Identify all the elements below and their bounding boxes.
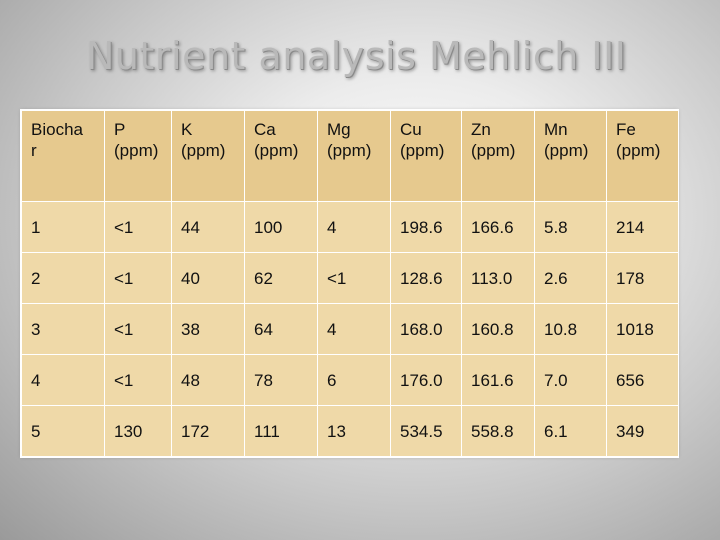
header-cell: Zn (ppm): [461, 110, 535, 202]
table-cell: 176.0: [390, 354, 462, 406]
table-cell: 48: [171, 354, 245, 406]
table-cell: 13: [317, 405, 391, 457]
table-cell: 172: [171, 405, 245, 457]
table-cell: 656: [606, 354, 679, 406]
header-cell: K (ppm): [171, 110, 245, 202]
table-cell: 113.0: [461, 252, 535, 304]
table-cell: 6: [317, 354, 391, 406]
table-cell: <1: [104, 303, 172, 355]
header-cell: Mg (ppm): [317, 110, 391, 202]
nutrient-table: Biocha r P (ppm) K (ppm) Ca (ppm) Mg (ppm) Cu…: [21, 110, 679, 457]
table-cell: 3: [21, 303, 105, 355]
table-cell: 111: [244, 405, 318, 457]
table-cell: 166.6: [461, 201, 535, 253]
table-cell: 64: [244, 303, 318, 355]
table-cell: 558.8: [461, 405, 535, 457]
table-cell: <1: [104, 252, 172, 304]
table-cell: 7.0: [534, 354, 607, 406]
header-cell: P (ppm): [104, 110, 172, 202]
table-cell: 4: [317, 201, 391, 253]
header-cell: Biocha r: [21, 110, 105, 202]
header-cell: Fe (ppm): [606, 110, 679, 202]
table-header-row: Biocha r P (ppm) K (ppm) Ca (ppm) Mg (ppm) Cu…: [21, 110, 679, 202]
table-cell: 5: [21, 405, 105, 457]
table-cell: 4: [21, 354, 105, 406]
table-cell: 128.6: [390, 252, 462, 304]
header-cell: Mn (ppm): [534, 110, 607, 202]
table-cell: 40: [171, 252, 245, 304]
table-cell: 1: [21, 201, 105, 253]
table-cell: 6.1: [534, 405, 607, 457]
table-cell: 2: [21, 252, 105, 304]
nutrient-table-container: Biocha r P (ppm) K (ppm) Ca (ppm) Mg (ppm) Cu…: [21, 110, 679, 457]
table-cell: 1018: [606, 303, 679, 355]
table-row: 3 <1 38 64 4 168.0 160.8 10.8 1018: [21, 303, 679, 355]
table-cell: 10.8: [534, 303, 607, 355]
table-row: 5 130 172 111 13 534.5 558.8 6.1 349: [21, 405, 679, 457]
page-title: Nutrient analysis Mehlich III: [86, 34, 627, 78]
table-cell: 44: [171, 201, 245, 253]
table-cell: 62: [244, 252, 318, 304]
header-cell: Ca (ppm): [244, 110, 318, 202]
table-cell: 130: [104, 405, 172, 457]
table-cell: <1: [104, 354, 172, 406]
table-cell: 534.5: [390, 405, 462, 457]
table-cell: 198.6: [390, 201, 462, 253]
table-cell: 38: [171, 303, 245, 355]
table-cell: 100: [244, 201, 318, 253]
table-cell: 178: [606, 252, 679, 304]
table-row: 1 <1 44 100 4 198.6 166.6 5.8 214: [21, 201, 679, 253]
table-row: 2 <1 40 62 <1 128.6 113.0 2.6 178: [21, 252, 679, 304]
table-cell: 168.0: [390, 303, 462, 355]
table-cell: 5.8: [534, 201, 607, 253]
table-cell: 2.6: [534, 252, 607, 304]
header-cell: Cu (ppm): [390, 110, 462, 202]
table-row: 4 <1 48 78 6 176.0 161.6 7.0 656: [21, 354, 679, 406]
table-cell: <1: [317, 252, 391, 304]
table-cell: <1: [104, 201, 172, 253]
table-cell: 214: [606, 201, 679, 253]
table-cell: 349: [606, 405, 679, 457]
table-cell: 4: [317, 303, 391, 355]
table-cell: 161.6: [461, 354, 535, 406]
table-cell: 78: [244, 354, 318, 406]
table-cell: 160.8: [461, 303, 535, 355]
